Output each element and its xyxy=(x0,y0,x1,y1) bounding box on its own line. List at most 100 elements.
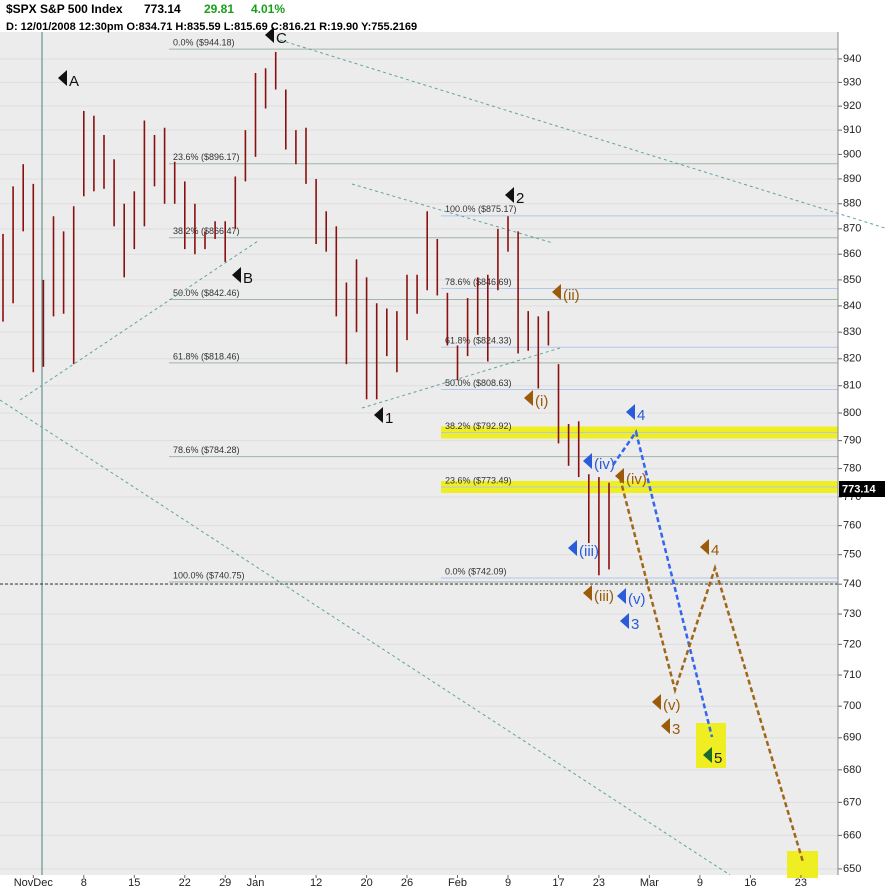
y-tick-label: 870 xyxy=(843,223,861,235)
price-tag: 773.14 xyxy=(842,483,877,495)
wave-label: 2 xyxy=(516,190,524,207)
y-tick-label: 900 xyxy=(843,148,861,160)
wave-label: 1 xyxy=(385,410,393,427)
x-tick-label: 8 xyxy=(81,877,87,889)
fib-label: 50.0% ($808.63) xyxy=(445,378,512,388)
x-tick-label: NovDec xyxy=(14,877,54,889)
price-bars xyxy=(2,51,610,576)
x-tick-label: 22 xyxy=(179,877,191,889)
fib-label: 100.0% ($740.75) xyxy=(173,570,245,580)
y-tick-label: 700 xyxy=(843,700,861,712)
wave-label: (v) xyxy=(628,591,646,608)
y-tick-label: 730 xyxy=(843,608,861,620)
fib-label: 38.2% ($792.92) xyxy=(445,421,512,431)
x-tick-label: 26 xyxy=(401,877,413,889)
x-tick-label: 9 xyxy=(697,877,703,889)
y-tick-label: 830 xyxy=(843,326,861,338)
y-tick-label: 940 xyxy=(843,53,861,65)
y-tick-label: 920 xyxy=(843,100,861,112)
y-tick-label: 750 xyxy=(843,549,861,561)
y-tick-label: 760 xyxy=(843,520,861,532)
x-tick-label: 23 xyxy=(593,877,605,889)
change: 29.81 xyxy=(204,2,234,16)
last-price: 773.14 xyxy=(144,2,181,16)
projection-path xyxy=(611,429,714,738)
symbol: $SPX S&P 500 Index xyxy=(6,2,123,16)
y-tick-label: 910 xyxy=(843,124,861,136)
y-tick-label: 690 xyxy=(843,732,861,744)
wave-marker xyxy=(700,539,709,555)
grid xyxy=(0,58,838,870)
wave-marker xyxy=(615,468,624,484)
x-tick-label: 12 xyxy=(310,877,322,889)
wave-marker xyxy=(505,187,514,203)
x-tick-label: 20 xyxy=(360,877,372,889)
wave-marker xyxy=(583,453,592,469)
wave-label: 4 xyxy=(711,542,719,559)
wave-marker xyxy=(568,540,577,556)
wave-label: (v) xyxy=(663,697,681,714)
y-tick-label: 680 xyxy=(843,764,861,776)
y-tick-label: 740 xyxy=(843,578,861,590)
fib-label: 23.6% ($896.17) xyxy=(173,152,240,162)
y-tick-label: 860 xyxy=(843,248,861,260)
wave-marker xyxy=(552,284,561,300)
price-tag-bg xyxy=(839,481,885,497)
wave-marker xyxy=(626,404,635,420)
y-tick-label: 670 xyxy=(843,796,861,808)
x-tick-label: 16 xyxy=(744,877,756,889)
fib-label: 61.8% ($818.46) xyxy=(173,351,240,361)
header: $SPX S&P 500 Index 773.14 29.81 4.01% D:… xyxy=(6,2,417,33)
fib-label: 23.6% ($773.49) xyxy=(445,475,512,485)
trend-lines xyxy=(0,32,885,876)
y-tick-label: 820 xyxy=(843,353,861,365)
y-tick-label: 800 xyxy=(843,407,861,419)
wave-marker xyxy=(58,70,67,86)
wave-label: (i) xyxy=(535,393,548,410)
y-tick-label: 810 xyxy=(843,380,861,392)
bar-info: D: 12/01/2008 12:30pm O:834.71 H:835.59 … xyxy=(6,21,417,33)
wave-label: (iii) xyxy=(594,588,614,605)
wave-label: (iv) xyxy=(594,456,615,473)
y-tick-label: 850 xyxy=(843,274,861,286)
y-tick-label: 660 xyxy=(843,829,861,841)
wave-label: B xyxy=(243,270,253,287)
fibonacci-levels: 0.0% ($944.18) 23.6% ($896.17) 38.2% ($866… xyxy=(169,38,838,583)
fib-label: 50.0% ($842.46) xyxy=(173,288,240,298)
wave-marker xyxy=(232,267,241,283)
x-tick-label: Mar xyxy=(640,877,659,889)
wave-label: 3 xyxy=(672,721,680,738)
fib-label: 0.0% ($742.09) xyxy=(445,566,507,576)
wave-marker xyxy=(661,718,670,734)
wave-label: (iv) xyxy=(626,471,647,488)
fib-label: 78.6% ($784.28) xyxy=(173,445,240,455)
target-box xyxy=(787,851,818,878)
fib-label: 61.8% ($824.33) xyxy=(445,336,512,346)
wave-marker xyxy=(265,27,274,43)
y-tick-label: 650 xyxy=(843,863,861,875)
wave-label: 3 xyxy=(631,616,639,633)
wave-label: 5 xyxy=(714,750,722,767)
wave-marker xyxy=(652,694,661,710)
x-tick-label: 15 xyxy=(128,877,140,889)
y-axis: 6506606706806907007107207307407507607707… xyxy=(14,53,862,889)
wave-marker xyxy=(374,407,383,423)
change-pct: 4.01% xyxy=(251,2,285,16)
trend-line xyxy=(361,347,561,409)
y-tick-label: 720 xyxy=(843,638,861,650)
x-tick-label: 23 xyxy=(795,877,807,889)
y-tick-label: 880 xyxy=(843,198,861,210)
wave-labels: A B C 1 2 (i) (ii) (iv) (iv) (iii) (iii) (v) 3 4 5 (v) 3… xyxy=(58,27,722,767)
fib-label: 38.2% ($866.47) xyxy=(173,226,240,236)
wave-marker xyxy=(703,747,712,763)
trend-line xyxy=(0,399,731,876)
wave-marker xyxy=(620,613,629,629)
wave-marker xyxy=(617,588,626,604)
x-tick-label: 17 xyxy=(552,877,564,889)
y-tick-label: 840 xyxy=(843,300,861,312)
fib-label: 0.0% ($944.18) xyxy=(173,38,235,48)
wave-label: (ii) xyxy=(563,287,580,304)
y-tick-label: 710 xyxy=(843,669,861,681)
wave-label: 4 xyxy=(637,407,645,424)
